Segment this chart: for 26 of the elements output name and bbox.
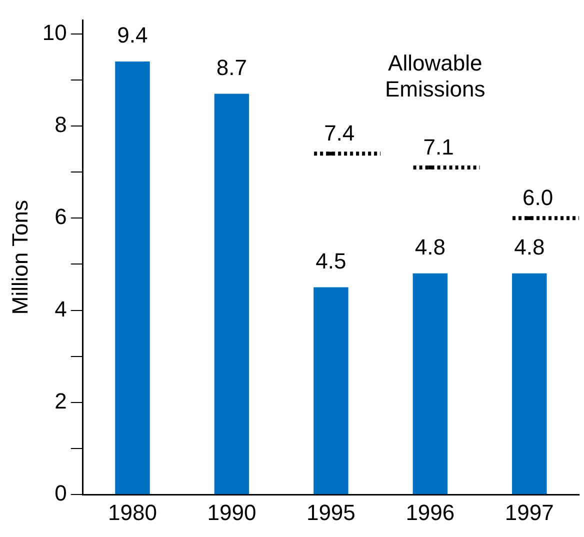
- y-tick-label: 4: [54, 296, 67, 322]
- y-tick-label: 0: [54, 480, 67, 506]
- x-tick-label: 1996: [406, 500, 455, 525]
- y-axis-title: Million Tons: [7, 200, 32, 315]
- x-tick-label: 1990: [207, 500, 256, 525]
- y-tick-label: 8: [54, 112, 67, 138]
- data-label: 7.1: [423, 134, 454, 160]
- data-label: 4.8: [514, 234, 545, 260]
- y-tick-label: 10: [42, 20, 67, 45]
- bar: [314, 287, 348, 494]
- data-label: 6.0: [522, 185, 554, 210]
- y-tick-label: 6: [54, 204, 67, 230]
- x-tick-label: 1995: [306, 500, 356, 525]
- data-label: 7.4: [324, 120, 355, 146]
- y-tick-label: 2: [54, 388, 67, 414]
- data-label: 9.4: [117, 22, 148, 48]
- bar: [412, 273, 448, 494]
- x-tick-label: 1997: [504, 500, 554, 525]
- bar: [115, 61, 150, 494]
- data-label: 4.8: [414, 234, 446, 260]
- data-label: 4.5: [316, 248, 346, 274]
- bar: [512, 273, 547, 494]
- data-label: 8.7: [216, 54, 248, 80]
- x-tick-label: 1980: [108, 500, 157, 525]
- bar: [214, 94, 250, 494]
- text: Allowable Emissions: [384, 50, 486, 102]
